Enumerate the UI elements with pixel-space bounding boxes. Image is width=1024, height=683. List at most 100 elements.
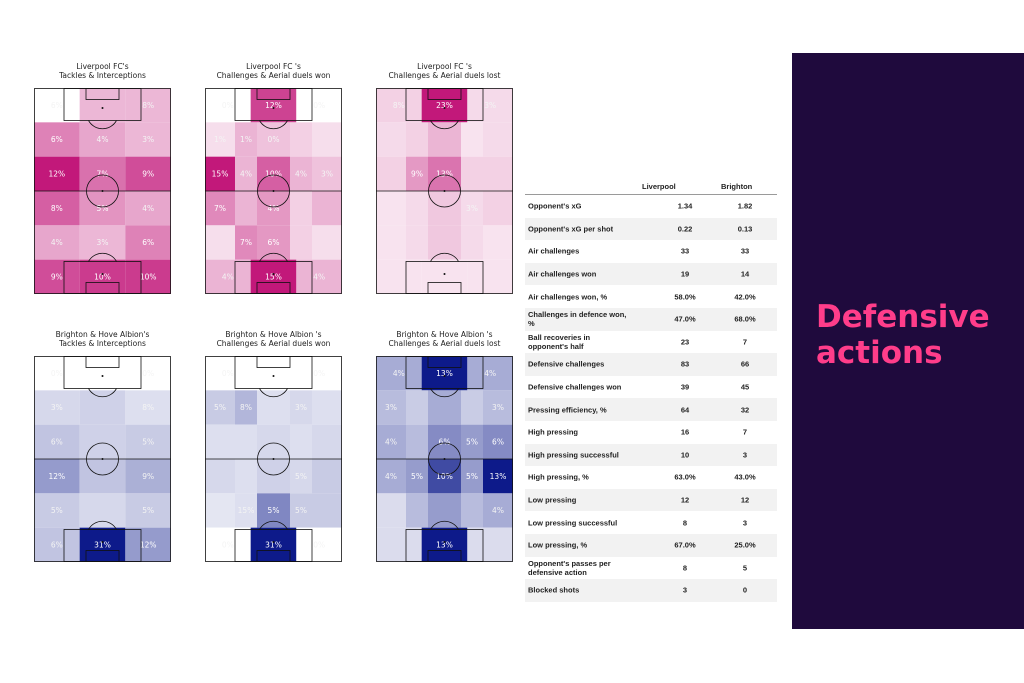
row-label: Defensive challenges [528,359,605,369]
pitch-line [88,520,117,530]
heat-cell [235,493,257,528]
brighton-value: 42.0% [734,292,756,302]
heat-cell [34,493,80,528]
pitch-line [256,282,291,294]
heat-cell-label: 5% [411,472,423,481]
pitch-spot [443,458,446,460]
heat-cell-label: 4% [142,204,154,213]
heat-cell-label: 5% [466,437,478,446]
heat-cell [290,493,312,528]
heat-cell [205,191,235,226]
heat-cell [125,225,171,260]
brighton-value: 66 [740,359,750,369]
table-row: Air challenges 33 33 [525,240,777,263]
heat-cell-label: 15% [265,272,282,281]
heat-cell [250,88,297,123]
liverpool-value: 23 [680,337,690,347]
heat-cell-label: 8% [51,204,63,213]
heat-cell [34,225,80,260]
heat-cell-label: 13% [490,472,507,481]
heat-cell [376,259,422,294]
heat-cell-label: 9% [51,272,63,281]
column-header-brighton: Brighton [721,182,753,191]
heat-cell-label: 1% [214,135,226,144]
heat-cell [428,156,461,191]
heat-cell-label: 12% [48,169,65,178]
heat-cell [79,356,126,391]
heat-cell-label: 12% [265,101,282,110]
heat-cell-label: 5% [142,437,154,446]
heat-cell [406,390,428,425]
heat-cell-label: 5% [268,506,280,515]
brighton-value: 12 [740,495,750,505]
heat-cell-label: 4% [295,169,307,178]
heat-cell-label: 4% [492,506,504,515]
heat-cell [483,493,513,528]
heat-cell [34,356,80,391]
heat-cell-label: 7% [240,238,252,247]
heat-cell [483,225,513,260]
pitch-heatmap-6: Brighton & Hove Albion 's Challenges & Ae… [376,330,513,562]
table-row: Opponent's xG per shot 0.22 0.13 [525,217,777,241]
liverpool-value: 64 [680,405,690,415]
heat-cell [125,493,171,528]
heat-cell-label: 6% [51,135,63,144]
heat-cell [257,424,290,459]
heat-cell [483,191,513,226]
heat-cell [125,424,171,459]
heat-cell [257,122,290,157]
liverpool-value: 8 [682,563,688,573]
heat-cell-label: 4% [268,204,280,213]
row-label: High pressing, % [528,472,589,482]
liverpool-value: 12 [680,495,690,505]
heat-cell-label: 0% [268,135,280,144]
heat-cell-label: 7% [97,169,109,178]
heat-cell [406,122,428,157]
heat-cell-label: 0% [51,369,63,378]
heat-cell [421,259,468,294]
heat-cell-label: 3% [484,101,496,110]
heat-cell [428,225,461,260]
heat-cell-label: 5% [295,472,307,481]
pitch-line [257,442,290,476]
heat-cell [125,390,171,425]
table-row: Low pressing successful 8 3 [525,511,777,534]
row-label: Pressing efficiency, % [528,405,607,415]
pitch-line [85,88,120,100]
pitch-spot [272,458,275,460]
heat-cell [296,527,342,562]
pitch-line [256,356,291,368]
heat-cell [34,459,80,494]
heat-cell-label: 3% [51,403,63,412]
heat-cell [483,424,513,459]
panel-title: Defensive actions [816,299,990,371]
pitch-spot [101,273,104,275]
heat-cell-label: 5% [466,472,478,481]
heat-cell [467,527,513,562]
heat-cell [250,259,297,294]
heat-cell [235,424,257,459]
heat-cell-label: 15% [212,169,229,178]
heat-cell [205,493,235,528]
pitch-svg: 0% 0% 3% 8% 6% 5% 12% 9% 5% 5% 6% 31% 12% [34,356,171,562]
heat-cell [79,122,126,157]
heat-cell [376,156,406,191]
liverpool-value: 58.0% [674,292,696,302]
brighton-value: 14 [740,269,750,279]
heat-cell [312,225,342,260]
heat-cell-label: 6% [51,437,63,446]
heat-cell [125,88,171,123]
brighton-value: 3 [742,450,748,460]
heat-cell [235,459,257,494]
heat-cell [34,88,80,123]
heat-cell [376,390,406,425]
pitch-line [430,520,459,530]
heat-cell-label: 8% [142,403,154,412]
heat-cell [406,493,428,528]
pitch-heatmap-4: Brighton & Hove Albion's Tackles & Interc… [34,330,171,562]
table-row: Defensive challenges 83 66 [525,353,777,376]
heat-cell [461,225,483,260]
heatmap-title: Brighton & Hove Albion 's Challenges & Ae… [388,330,501,348]
heat-cell [125,191,171,226]
heat-cell [125,156,171,191]
